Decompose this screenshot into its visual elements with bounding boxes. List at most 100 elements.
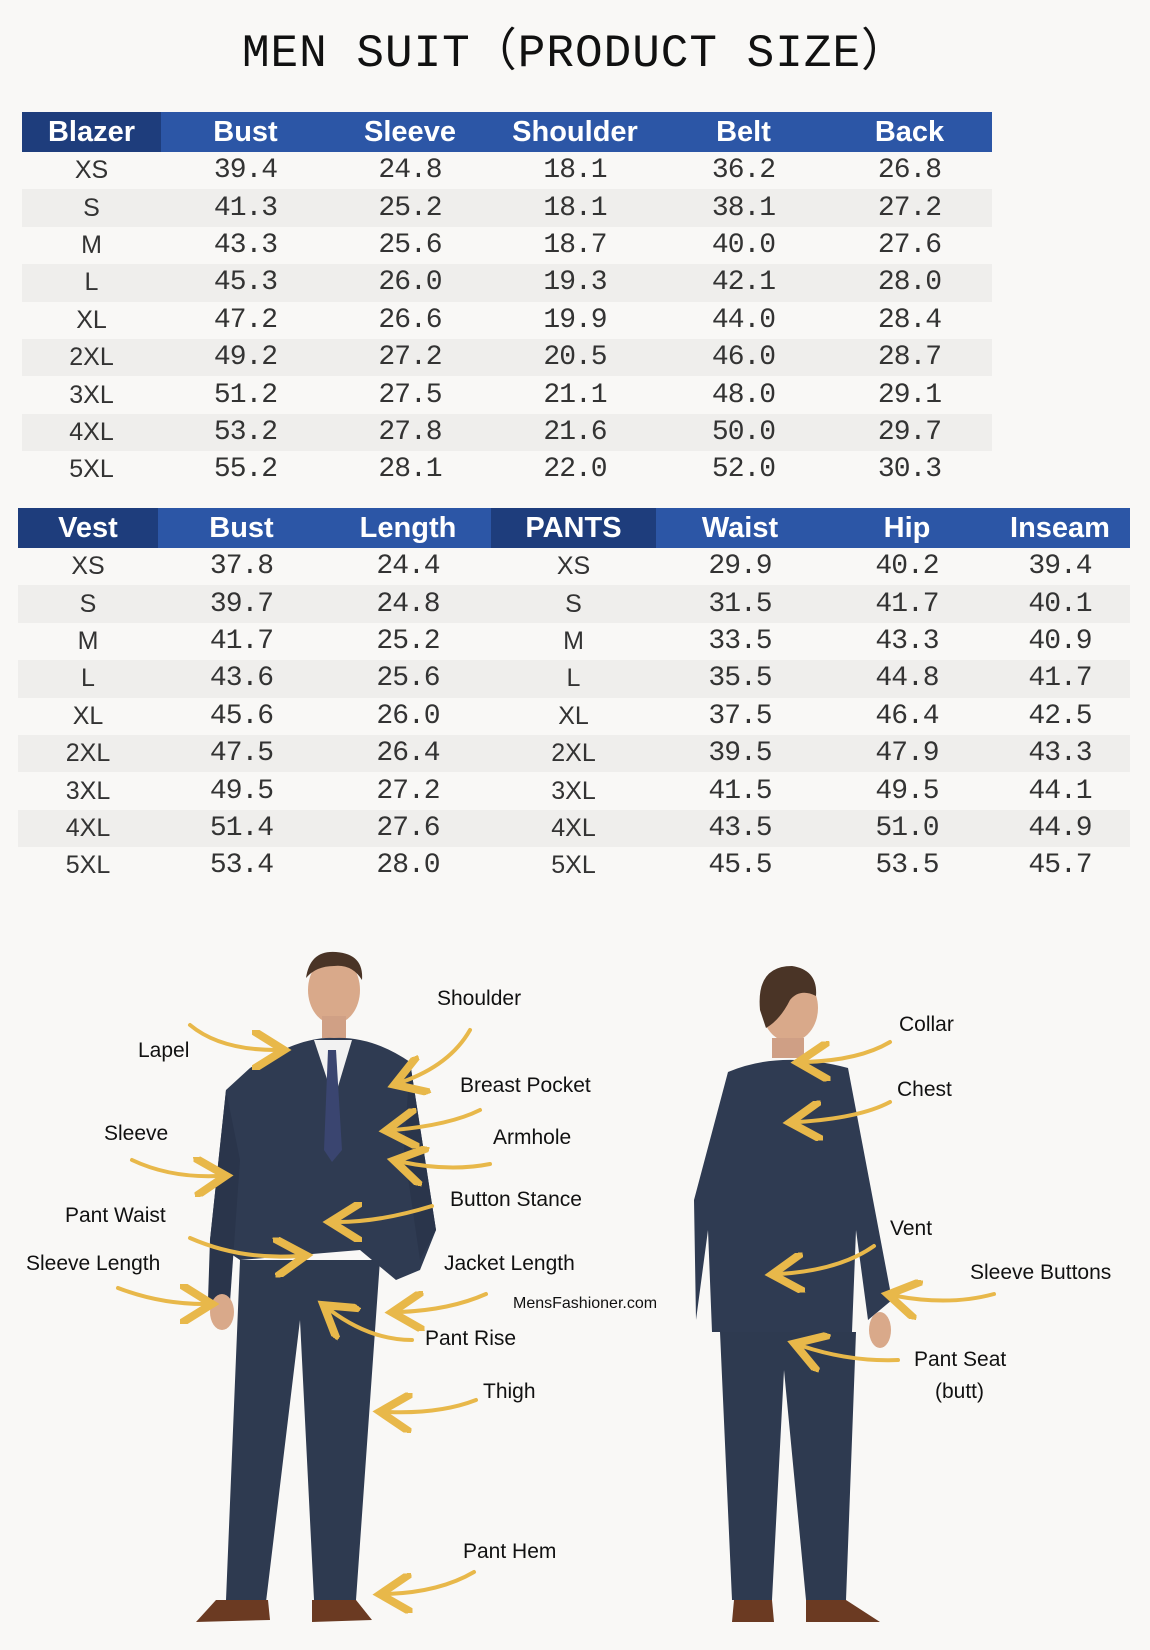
column-header: Belt <box>716 116 771 148</box>
size-cell: L <box>81 664 95 693</box>
label-button-stance: Button Stance <box>450 1188 582 1211</box>
measurement-cell: 48.0 <box>711 379 776 411</box>
label-collar: Collar <box>899 1013 954 1036</box>
measurement-cell: 43.6 <box>209 663 274 695</box>
label-butt: (butt) <box>935 1380 985 1403</box>
size-cell: XL <box>558 701 589 730</box>
label-vent: Vent <box>890 1217 933 1240</box>
measurement-cell: 24.4 <box>376 551 440 583</box>
label-sleeve: Sleeve <box>104 1122 169 1145</box>
measurement-cell: 41.7 <box>875 588 939 620</box>
size-cell: S <box>79 589 97 618</box>
measurement-cell: 24.8 <box>376 588 440 620</box>
measurement-cell: 18.7 <box>543 229 607 261</box>
size-cell: XS <box>71 552 105 581</box>
measurement-cell: 28.1 <box>378 454 442 486</box>
measurement-cell: 43.3 <box>875 625 939 657</box>
size-cell: S <box>83 193 100 222</box>
label-pant-seat: Pant Seat <box>914 1348 1007 1371</box>
measurement-cell: 27.5 <box>378 379 442 411</box>
table-row: 2XL 47.5 26.4 2XL 39.5 47.9 43.3 <box>18 734 1130 773</box>
measurement-cell: 51.4 <box>209 812 274 844</box>
measurement-cell: 53.2 <box>213 416 278 448</box>
size-cell: 2XL <box>551 739 596 768</box>
measurement-cell: 41.5 <box>708 775 772 807</box>
label-lapel: Lapel <box>138 1039 190 1062</box>
table-row: S 39.7 24.8 S 31.5 41.7 40.1 <box>18 585 1130 623</box>
measurement-cell: 39.5 <box>708 738 772 770</box>
size-cell: 4XL <box>69 417 114 446</box>
measurement-cell: 45.5 <box>708 850 772 882</box>
measurement-cell: 26.0 <box>378 267 442 299</box>
table-row: 5XL 53.4 28.0 5XL 45.5 53.5 45.7 <box>18 847 1130 884</box>
size-cell: XL <box>72 701 104 730</box>
measurement-cell: 44.8 <box>875 663 939 695</box>
blazer-size-table: Blazer Bust Sleeve Shoulder Belt Back XS 39.4 24… <box>22 112 992 489</box>
measurement-cell: 46.0 <box>711 342 776 374</box>
measurement-cell: 55.2 <box>213 454 278 486</box>
measurement-cell: 29.9 <box>708 551 772 583</box>
column-header: Sleeve <box>364 116 456 148</box>
measurement-cell: 18.1 <box>543 192 607 224</box>
table-row: XL 45.6 26.0 XL 37.5 46.4 42.5 <box>18 698 1130 735</box>
measurement-cell: 26.8 <box>877 155 942 187</box>
measurement-cell: 40.2 <box>875 551 939 583</box>
measurement-cell: 25.2 <box>376 625 440 657</box>
table-row: M 41.7 25.2 M 33.5 43.3 40.9 <box>18 623 1130 660</box>
size-cell: 4XL <box>551 813 596 842</box>
column-header: Length <box>359 512 457 544</box>
measurement-cell: 21.6 <box>543 416 607 448</box>
table-row: 3XL 49.5 27.2 3XL 41.5 49.5 44.1 <box>18 772 1130 809</box>
measurement-cell: 29.7 <box>877 416 942 448</box>
back-figure <box>694 966 892 1622</box>
label-sleeve-buttons: Sleeve Buttons <box>970 1261 1112 1284</box>
table-row: M 43.3 25.6 18.7 40.0 27.6 <box>22 227 992 264</box>
measurement-cell: 44.0 <box>711 304 776 336</box>
column-header: PANTS <box>491 508 656 548</box>
size-cell: XS <box>74 156 109 185</box>
table-row: XL 47.2 26.6 19.9 44.0 28.4 <box>22 302 992 339</box>
label-pant-waist: Pant Waist <box>65 1204 166 1227</box>
table-row: 2XL 49.2 27.2 20.5 46.0 28.7 <box>22 338 992 377</box>
measurement-cell: 33.5 <box>708 625 772 657</box>
size-cell: 2XL <box>65 739 111 768</box>
measurement-cell: 52.0 <box>711 454 776 486</box>
table-row: S 41.3 25.2 18.1 38.1 27.2 <box>22 189 992 227</box>
measurement-cell: 49.2 <box>213 342 278 374</box>
table-row: L 45.3 26.0 19.3 42.1 28.0 <box>22 264 992 302</box>
label-shoulder: Shoulder <box>437 987 522 1010</box>
measurement-cell: 28.4 <box>877 304 942 336</box>
measurement-cell: 39.4 <box>1028 551 1092 583</box>
measurement-cell: 53.5 <box>875 850 939 882</box>
table-row: 3XL 51.2 27.5 21.1 48.0 29.1 <box>22 376 992 413</box>
measurement-cell: 25.6 <box>376 663 440 695</box>
measurement-cell: 39.7 <box>209 588 274 620</box>
measurement-cell: 26.0 <box>376 700 440 732</box>
table-row: 4XL 51.4 27.6 4XL 43.5 51.0 44.9 <box>18 809 1130 848</box>
label-pant-hem: Pant Hem <box>463 1540 557 1563</box>
size-cell: S <box>565 589 582 618</box>
measurement-cell: 40.9 <box>1028 625 1092 657</box>
measurement-cell: 44.9 <box>1028 812 1092 844</box>
measurement-cell: 27.6 <box>877 229 942 261</box>
label-jacket-length: Jacket Length <box>444 1252 575 1275</box>
vest-pants-size-table: Vest Bust Length PANTS Waist Hip Inseam XS 37.8 2… <box>18 508 1130 885</box>
table-row: 5XL 55.2 28.1 22.0 52.0 30.3 <box>22 451 992 488</box>
measurement-cell: 39.4 <box>213 155 278 187</box>
measurement-cell: 18.1 <box>543 155 607 187</box>
measurement-cell: 28.0 <box>376 850 440 882</box>
measurement-cell: 27.8 <box>378 416 442 448</box>
measurement-cell: 49.5 <box>875 775 939 807</box>
size-cell: L <box>566 664 581 693</box>
front-figure <box>196 951 436 1622</box>
suit-illustration <box>116 951 996 1622</box>
measurement-cell: 25.6 <box>378 229 442 261</box>
arrows <box>116 1023 996 1594</box>
measurement-cell: 42.5 <box>1028 700 1092 732</box>
measurement-cell: 45.3 <box>213 267 278 299</box>
size-cell: M <box>81 230 102 259</box>
measurement-cell: 45.7 <box>1028 850 1092 882</box>
size-cell: 3XL <box>65 776 111 805</box>
measurement-cell: 50.0 <box>711 416 776 448</box>
measurement-cell: 37.5 <box>708 700 772 732</box>
